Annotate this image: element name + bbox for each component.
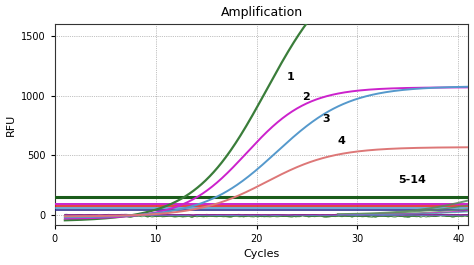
Text: 3: 3 — [322, 114, 330, 124]
X-axis label: Cycles: Cycles — [244, 249, 280, 259]
Text: 2: 2 — [302, 92, 310, 103]
Y-axis label: RFU: RFU — [6, 113, 16, 135]
Text: 1: 1 — [287, 72, 294, 82]
Text: 5-14: 5-14 — [398, 175, 426, 185]
Title: Amplification: Amplification — [220, 6, 303, 19]
Text: 4: 4 — [337, 136, 345, 146]
